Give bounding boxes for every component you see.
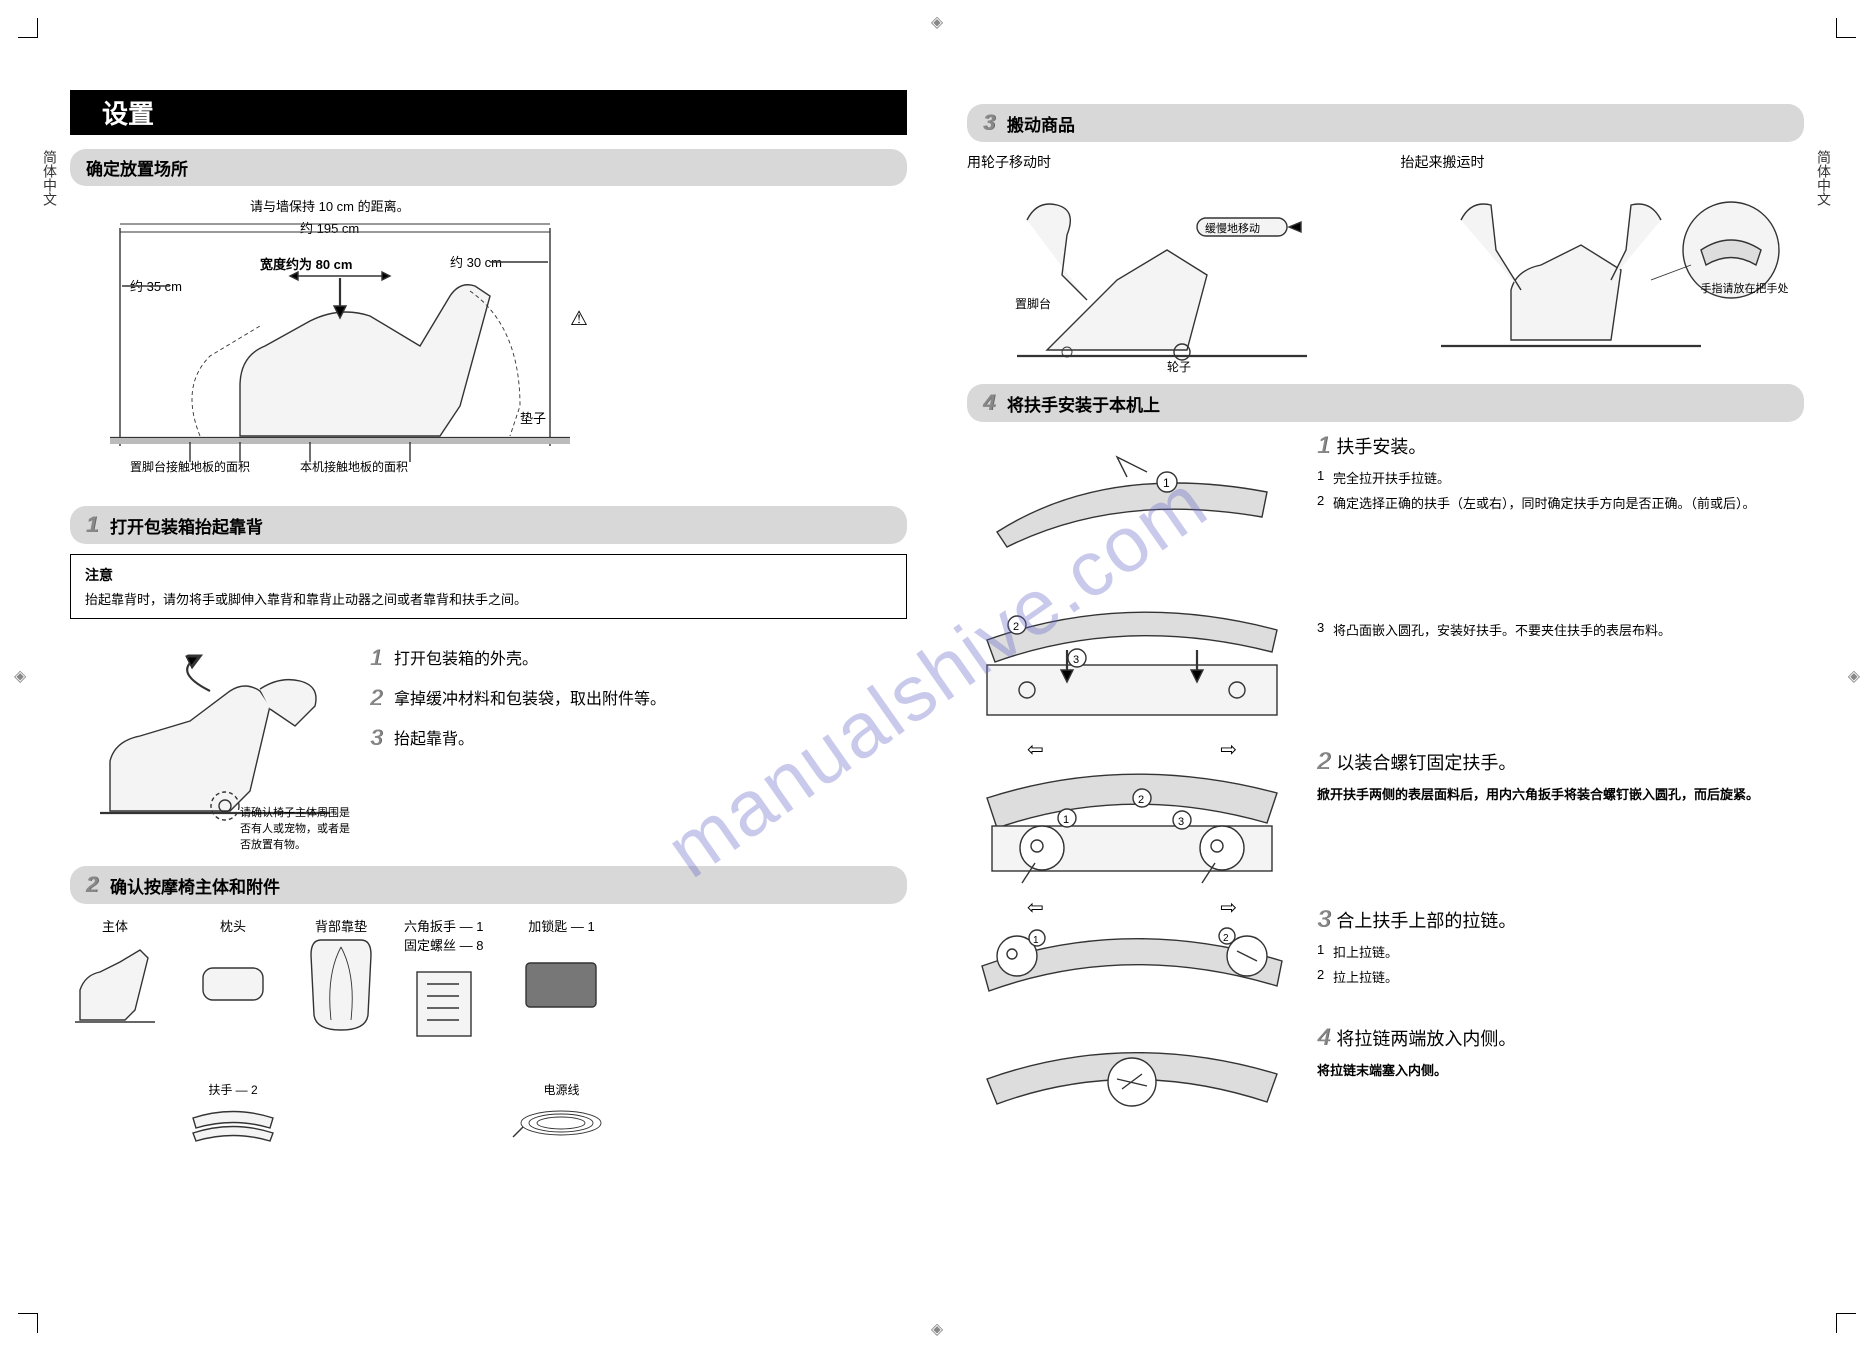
part-label: 主体	[70, 916, 160, 935]
part-label: 加锁匙 — 1	[511, 916, 611, 935]
install-4-title: 将拉链两端放入内侧。	[1336, 1029, 1516, 1049]
part-label: 枕头	[188, 916, 278, 935]
install-step2-img: 1 2 3 ⇦⇨	[967, 748, 1297, 898]
section-1-header: 1 打开包装箱抬起靠背	[70, 506, 907, 544]
install-step4-img	[967, 1024, 1297, 1124]
move-wheel-illustration: 缓慢地移动 置脚台 轮子	[967, 180, 1371, 370]
install-2-title: 以装合螺钉固定扶手。	[1336, 753, 1516, 773]
sub-text: 完全拉开扶手拉链。	[1333, 468, 1450, 487]
part-sub: 电源线	[511, 1081, 611, 1098]
sub-text: 扣上拉链。	[1333, 942, 1398, 961]
install-3-title: 合上扶手上部的拉链。	[1336, 911, 1516, 931]
section-2-title: 确认按摩椅主体和附件	[110, 873, 280, 898]
install-3-num: 3	[1317, 906, 1330, 933]
language-tab: 简体中文	[40, 150, 60, 206]
svg-text:1: 1	[1033, 935, 1039, 946]
section-2-header: 2 确认按摩椅主体和附件	[70, 866, 907, 904]
section-4-title: 将扶手安装于本机上	[1007, 391, 1160, 416]
language-tab: 简体中文	[1814, 150, 1834, 206]
section-1-title: 打开包装箱抬起靠背	[110, 513, 263, 538]
finger-label: 手指请放在把手处	[1701, 280, 1789, 296]
part-sub: 扶手 — 2	[188, 1081, 278, 1098]
install-4-bold: 将拉链末端塞入内侧。	[1317, 1060, 1804, 1079]
part-main-icon	[70, 935, 160, 1035]
svg-text:2: 2	[1013, 621, 1019, 633]
caution-title: 注意	[85, 565, 892, 585]
section-3-header: 3 搬动商品	[967, 104, 1804, 142]
sub-n: 3	[1317, 620, 1333, 639]
part-pillow-icon	[188, 935, 278, 1035]
part-armrest-icon	[188, 1098, 278, 1148]
placement-diagram: 请与墙保持 10 cm 的距离。 约 195 cm 宽度约为 80 cm 约 3…	[70, 196, 907, 486]
part-key-icon	[511, 935, 611, 1035]
step-text: 抬起靠背。	[394, 725, 474, 751]
caution-box: 注意 抬起靠背时，请勿将手或脚伸入靠背和靠背止动器之间或者靠背和扶手之间。	[70, 554, 907, 619]
unpack-note: 请确认椅子主体周围是否有人或宠物，或者是否放置有物。	[240, 804, 350, 852]
slow-label: 缓慢地移动	[1205, 220, 1260, 236]
section-3-num: 3	[983, 110, 1001, 136]
sub-text: 拉上拉链。	[1333, 967, 1398, 986]
section-3-title: 搬动商品	[1007, 111, 1075, 136]
step-num: 3	[370, 725, 388, 751]
step-text: 拿掉缓冲材料和包装袋，取出附件等。	[394, 685, 666, 711]
sub-n: 2	[1317, 967, 1333, 986]
part-wrench-icon	[404, 954, 483, 1054]
svg-text:3: 3	[1178, 816, 1184, 828]
placement-svg	[110, 206, 590, 476]
svg-text:3: 3	[1073, 654, 1079, 666]
step-num: 1	[370, 645, 388, 671]
sub-n: 1	[1317, 942, 1333, 961]
right-page: 简体中文 3 搬动商品 用轮子移动时 缓慢地移动 置脚	[967, 90, 1804, 1281]
caution-text: 抬起靠背时，请勿将手或脚伸入靠背和靠背止动器之间或者靠背和扶手之间。	[85, 589, 892, 608]
install-step1-img: 1	[967, 432, 1297, 572]
part-label: 背部靠垫	[306, 916, 376, 935]
sub-n: 2	[1317, 493, 1333, 512]
section-2-num: 2	[86, 872, 104, 898]
move-lift-title: 抬起来搬运时	[1401, 152, 1805, 172]
section-1-num: 1	[86, 512, 104, 538]
svg-text:1: 1	[1063, 814, 1069, 826]
part-label: 六角扳手 — 1 固定螺丝 — 8	[404, 916, 483, 954]
page-title-text: 设置	[102, 99, 154, 129]
unpack-steps: 1打开包装箱的外壳。 2拿掉缓冲材料和包装袋，取出附件等。 3抬起靠背。	[370, 631, 907, 852]
footrest-label: 置脚台	[1015, 295, 1051, 312]
section-4-num: 4	[983, 390, 1001, 416]
section-4-header: 4 将扶手安装于本机上	[967, 384, 1804, 422]
parts-list: 主体 枕头 扶手 — 2 背部靠垫 六角扳手 — 1 固定螺丝 — 8 加锁匙 …	[70, 916, 907, 1152]
install-1-num: 1	[1317, 432, 1330, 459]
svg-text:2: 2	[1223, 933, 1229, 944]
svg-text:1: 1	[1163, 476, 1170, 490]
left-page: 简体中文 设置 确定放置场所 请与墙保持 10 cm 的距离。 约 195 cm…	[70, 90, 907, 1281]
placement-header: 确定放置场所	[70, 149, 907, 186]
svg-text:2: 2	[1138, 794, 1144, 806]
sub-text: 将凸面嵌入圆孔，安装好扶手。不要夹住扶手的表层布料。	[1333, 620, 1671, 639]
sub-n: 1	[1317, 468, 1333, 487]
page-title: 设置	[70, 90, 907, 135]
install-step1b-img: 2 3 ⇦⇨	[967, 580, 1297, 740]
install-4-num: 4	[1317, 1024, 1330, 1051]
step-num: 2	[370, 685, 388, 711]
install-1-title: 扶手安装。	[1336, 437, 1426, 457]
step-text: 打开包装箱的外壳。	[394, 645, 538, 671]
install-2-bold: 掀开扶手两侧的表层面料后，用内六角扳手将装合螺钉嵌入圆孔，而后旋紧。	[1317, 784, 1804, 803]
sub-text: 确定选择正确的扶手（左或右），同时确定扶手方向是否正确。（前或后）。	[1333, 493, 1756, 512]
install-2-num: 2	[1317, 748, 1330, 775]
wheel-label: 轮子	[1167, 358, 1191, 375]
unpack-illustration: 请确认椅子主体周围是否有人或宠物，或者是否放置有物。	[70, 631, 350, 852]
install-step3-img: 1 2	[967, 906, 1297, 1016]
move-lift-illustration: 手指请放在把手处	[1401, 180, 1805, 370]
part-cord-icon	[511, 1098, 611, 1148]
part-backpad-icon	[306, 935, 376, 1035]
move-wheel-title: 用轮子移动时	[967, 152, 1371, 172]
placement-header-text: 确定放置场所	[86, 155, 188, 180]
